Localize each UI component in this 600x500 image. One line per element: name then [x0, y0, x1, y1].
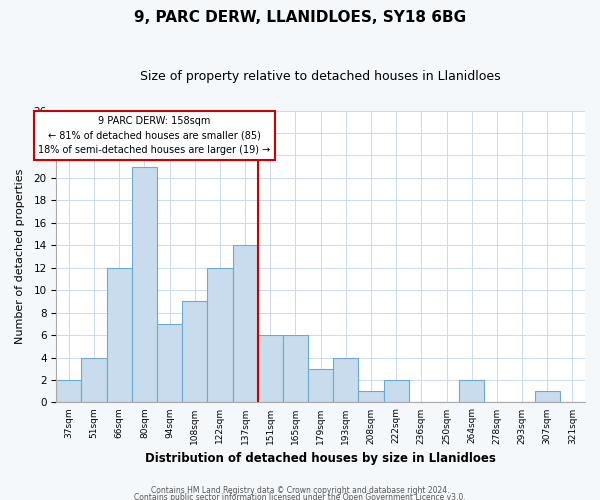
Bar — [157, 324, 182, 402]
Bar — [383, 380, 409, 402]
Bar — [358, 391, 383, 402]
Bar — [107, 268, 132, 402]
Bar — [333, 358, 358, 403]
Bar — [258, 335, 283, 402]
Y-axis label: Number of detached properties: Number of detached properties — [15, 169, 25, 344]
X-axis label: Distribution of detached houses by size in Llanidloes: Distribution of detached houses by size … — [145, 452, 496, 465]
Bar — [535, 391, 560, 402]
Bar — [233, 246, 258, 402]
Bar — [82, 358, 107, 403]
Text: 9, PARC DERW, LLANIDLOES, SY18 6BG: 9, PARC DERW, LLANIDLOES, SY18 6BG — [134, 10, 466, 25]
Title: Size of property relative to detached houses in Llanidloes: Size of property relative to detached ho… — [140, 70, 501, 83]
Bar — [56, 380, 82, 402]
Bar — [308, 369, 333, 402]
Bar — [132, 166, 157, 402]
Bar — [283, 335, 308, 402]
Text: Contains public sector information licensed under the Open Government Licence v3: Contains public sector information licen… — [134, 494, 466, 500]
Text: Contains HM Land Registry data © Crown copyright and database right 2024.: Contains HM Land Registry data © Crown c… — [151, 486, 449, 495]
Bar — [208, 268, 233, 402]
Bar — [182, 302, 208, 402]
Text: 9 PARC DERW: 158sqm
← 81% of detached houses are smaller (85)
18% of semi-detach: 9 PARC DERW: 158sqm ← 81% of detached ho… — [38, 116, 271, 155]
Bar — [459, 380, 484, 402]
